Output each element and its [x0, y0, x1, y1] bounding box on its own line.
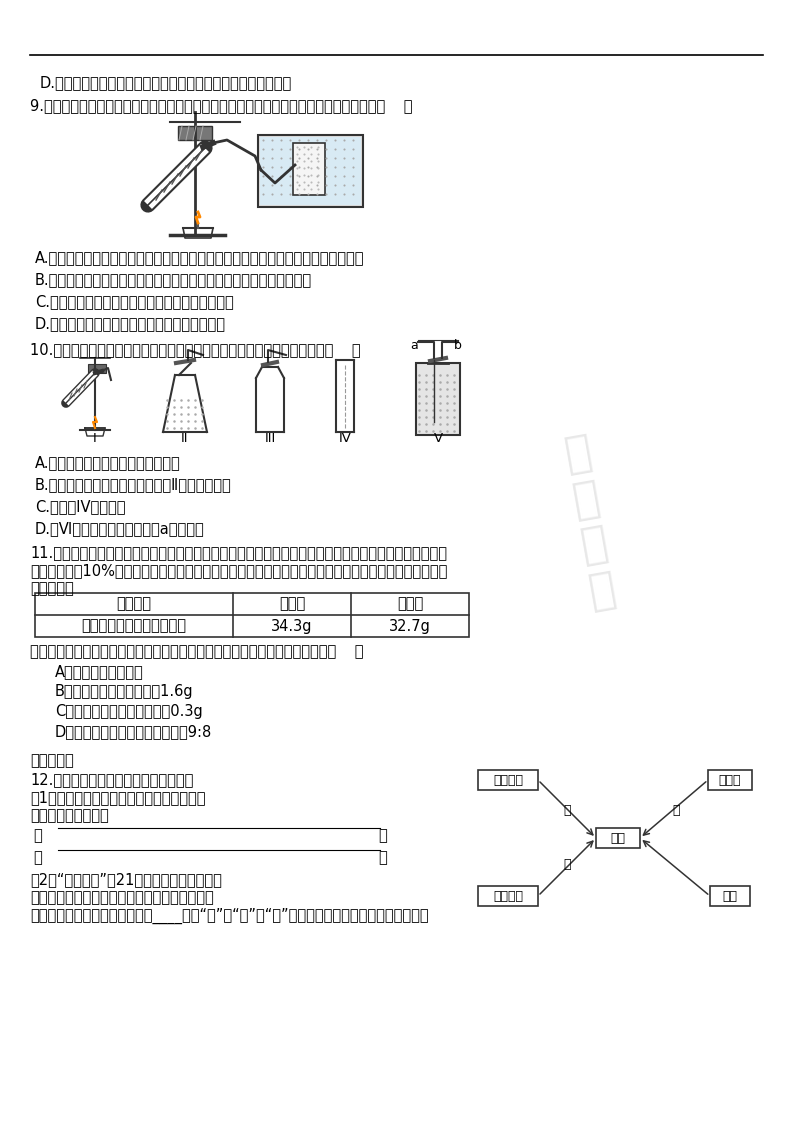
Bar — [178, 126, 212, 140]
Text: b: b — [454, 339, 462, 352]
Text: 丙: 丙 — [33, 850, 42, 865]
Text: a: a — [410, 339, 418, 352]
Text: 记录如下：: 记录如下： — [30, 581, 74, 596]
Text: 乙: 乙 — [672, 804, 680, 818]
Text: 要方向之一。你认为在中学化学实验室中，甲、: 要方向之一。你认为在中学化学实验室中，甲、 — [30, 890, 214, 905]
Bar — [596, 828, 640, 848]
Text: 34.3g: 34.3g — [271, 618, 312, 634]
Text: 若反应后，双氧水分解完全氧气全部逸出，该同学得出的结论中，不合理的是（    ）: 若反应后，双氧水分解完全氧气全部逸出，该同学得出的结论中，不合理的是（ ） — [30, 644, 363, 659]
Text: C．厂化剂二氧化钆的质量为0.3g: C．厂化剂二氧化钆的质量为0.3g — [55, 703, 203, 719]
Text: 9.如图所示是实验室加热高锶酸鐶制取氧气的装置图，下列有关实验操作的分析错误的是（    ）: 9.如图所示是实验室加热高锶酸鐶制取氧气的装置图，下列有关实验操作的分析错误的是… — [30, 98, 412, 113]
Bar — [258, 135, 363, 206]
Bar — [416, 364, 460, 435]
Text: B.用过氧化氢溶液制取氧气时可用Ⅱ作为发生装置: B.用过氧化氢溶液制取氧气时可用Ⅱ作为发生装置 — [35, 477, 232, 493]
Text: A．反应速率逐渐加快: A．反应速率逐渐加快 — [55, 664, 144, 679]
Bar — [710, 886, 750, 905]
Text: 体做法是：取10%的双氧水和少量的二氧化钆放入气体发生装置，并对反应前后混合物的质量进行称量，: 体做法是：取10%的双氧水和少量的二氧化钆放入气体发生装置，并对反应前后混合物的… — [30, 563, 447, 578]
Text: B．最多得到氧气的质量为1.6g: B．最多得到氧气的质量为1.6g — [55, 684, 193, 699]
Text: 质量变化（不含容器质量）: 质量变化（不含容器质量） — [82, 618, 186, 634]
Text: II: II — [182, 432, 189, 445]
Text: V: V — [434, 432, 442, 445]
Bar — [35, 594, 469, 637]
Text: D.鐵丝在氧气中剧烈燃烧，火星四射，放出热量，生成黑色固体: D.鐵丝在氧气中剧烈燃烧，火星四射，放出热量，生成黑色固体 — [40, 75, 293, 90]
Text: 32.7g: 32.7g — [389, 618, 431, 634]
Text: 甲: 甲 — [33, 828, 42, 843]
Text: 反应过程: 反应过程 — [117, 597, 151, 611]
Text: A.用高锶酸鐶制氧气时要加二氧化钆: A.用高锶酸鐶制氧气时要加二氧化钆 — [35, 456, 181, 470]
Text: 氧气: 氧气 — [611, 831, 626, 845]
Text: D.停止加热：先把导管移出水面，再燄灭酒精灯: D.停止加热：先把导管移出水面，再燄灭酒精灯 — [35, 316, 226, 331]
Text: III: III — [264, 432, 276, 445]
Text: 12.右图所示四种途径都可以得到氧气：: 12.右图所示四种途径都可以得到氧气： — [30, 772, 193, 787]
Text: 反应后: 反应后 — [396, 597, 423, 611]
Bar — [708, 770, 752, 790]
Text: （2）“绿色化学”是21世纪化学科学发展的重: （2）“绿色化学”是21世纪化学科学发展的重 — [30, 872, 222, 888]
Text: 11.（山东）某同学从定量角度研究双氧水制取氧气的过程，对原实验进行部分改进，增加了称量操作．具: 11.（山东）某同学从定量角度研究双氧水制取氧气的过程，对原实验进行部分改进，增… — [30, 545, 447, 560]
Text: I: I — [93, 432, 97, 445]
Bar — [478, 770, 538, 790]
Bar — [88, 364, 106, 373]
Bar — [260, 137, 361, 205]
Text: 二、填空题: 二、填空题 — [30, 753, 74, 767]
Text: 反应前: 反应前 — [279, 597, 305, 611]
Bar — [478, 886, 538, 905]
Text: 空气: 空气 — [722, 890, 737, 902]
Text: C.加热：直接用酒精灯外焰对准药品所在位置加热: C.加热：直接用酒精灯外焰对准药品所在位置加热 — [35, 294, 234, 309]
Text: 。: 。 — [378, 850, 387, 865]
Text: 氧气的化学方程式：: 氧气的化学方程式： — [30, 808, 109, 824]
Text: 过氧化氢: 过氧化氢 — [493, 773, 523, 787]
Text: C.可选用IV收集氧气: C.可选用IV收集氧气 — [35, 499, 125, 514]
Text: IV: IV — [339, 432, 351, 445]
Text: 氯酸鐶: 氯酸鐶 — [718, 773, 741, 787]
Text: B.试管口略向下倒斜：防止试管壁上的水流入试管底部，导致试管炸裂: B.试管口略向下倒斜：防止试管壁上的水流入试管底部，导致试管炸裂 — [35, 272, 312, 287]
Text: A.气密性检查：用手紧握试管，观察到水中的导气管口有气泡冒出，说明装置不漏气: A.气密性检查：用手紧握试管，观察到水中的导气管口有气泡冒出，说明装置不漏气 — [35, 250, 365, 265]
Text: D.用Ⅵ收集氧气时，应从导管a通入氧气: D.用Ⅵ收集氧气时，应从导管a通入氧气 — [35, 521, 205, 536]
Text: D．反应得到水和氧气的质量比为9:8: D．反应得到水和氧气的质量比为9:8 — [55, 724, 213, 739]
Bar — [293, 142, 325, 195]
Text: 丙: 丙 — [563, 858, 571, 872]
Text: （1）写出实验室中通过甲、丙两种途径制取: （1）写出实验室中通过甲、丙两种途径制取 — [30, 790, 205, 804]
Text: 高锶酸鐶: 高锶酸鐶 — [493, 890, 523, 902]
Text: 10.某同学准备利用下图所示仪器及相关试剂制取氧气。下列说法正确的是（    ）: 10.某同学准备利用下图所示仪器及相关试剂制取氧气。下列说法正确的是（ ） — [30, 342, 361, 357]
Text: ；: ； — [378, 828, 387, 843]
Text: 甲: 甲 — [563, 804, 571, 818]
Text: 教
学
水
印: 教 学 水 印 — [561, 430, 619, 614]
Text: 乙、丙三种制取氧气的途径中，____（填“甲”、“乙”或“丙”）途更体现化学实验的绻色化追求。: 乙、丙三种制取氧气的途径中，____（填“甲”、“乙”或“丙”）途更体现化学实验… — [30, 908, 429, 925]
